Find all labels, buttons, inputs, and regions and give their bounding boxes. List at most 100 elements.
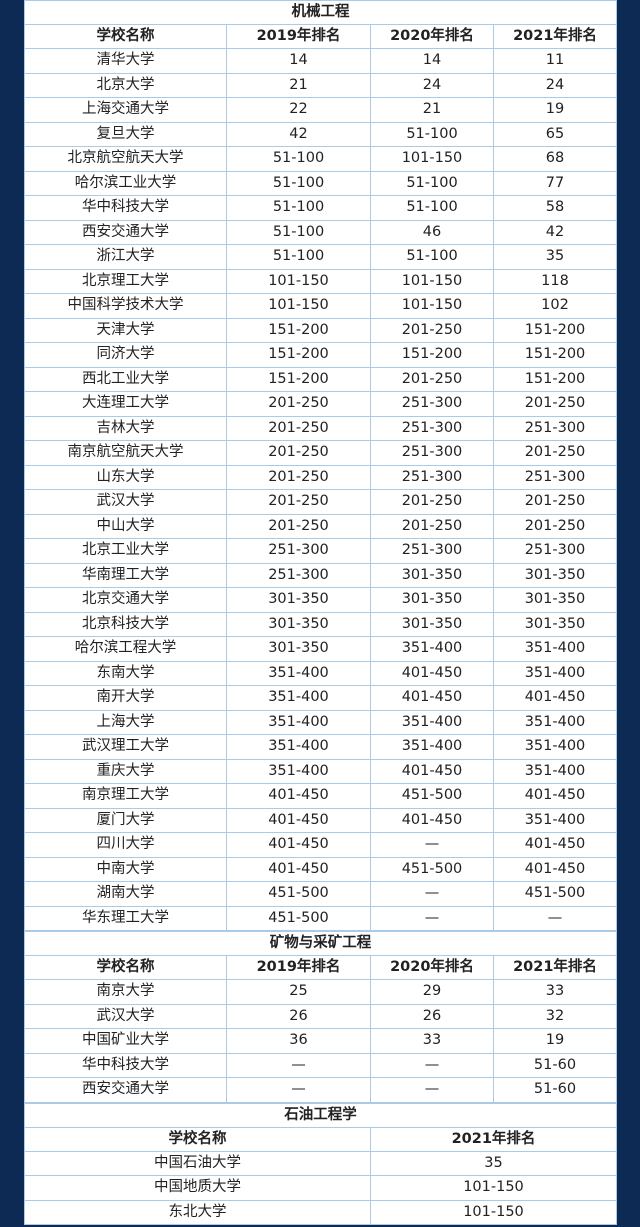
table-row: 北京航空航天大学 51-100 101-150 68 xyxy=(24,146,617,172)
rank-cell: 251-300 xyxy=(370,391,494,417)
table-row: 中国科学技术大学 101-150 101-150 102 xyxy=(24,293,617,319)
rank-cell: 201-250 xyxy=(226,489,371,515)
rank-cell: 401-450 xyxy=(370,807,494,833)
table-row: 东北大学 101-150 xyxy=(24,1199,617,1225)
table-title: 矿物与采矿工程 xyxy=(24,931,617,956)
rank-cell: 29 xyxy=(370,979,494,1005)
column-header: 学校名称 xyxy=(24,24,227,49)
school-name: 山东大学 xyxy=(24,464,227,490)
rank-cell: 301-350 xyxy=(493,587,617,613)
rank-cell: 25 xyxy=(226,979,371,1005)
table-row: 中南大学 401-450 451-500 401-450 xyxy=(24,856,617,882)
rank-cell: 401-450 xyxy=(493,832,617,858)
rank-cell: 201-250 xyxy=(226,415,371,441)
school-name: 中国石油大学 xyxy=(24,1150,371,1176)
school-name: 大连理工大学 xyxy=(24,391,227,417)
rank-cell: 51-100 xyxy=(370,244,494,270)
rank-cell: 51-100 xyxy=(370,195,494,221)
rank-cell: 19 xyxy=(493,97,617,123)
rank-cell: 102 xyxy=(493,293,617,319)
school-name: 哈尔滨工业大学 xyxy=(24,170,227,196)
rank-cell: 35 xyxy=(370,1150,617,1176)
school-name: 中山大学 xyxy=(24,513,227,539)
rank-cell: 301-350 xyxy=(493,611,617,637)
rank-cell: 451-500 xyxy=(226,881,371,907)
table-row: 北京工业大学 251-300 251-300 251-300 xyxy=(24,538,617,564)
rank-cell: 201-250 xyxy=(370,366,494,392)
rank-cell: 201-250 xyxy=(370,489,494,515)
rank-cell: 351-400 xyxy=(493,636,617,662)
table-title: 机械工程 xyxy=(24,0,617,25)
table-row: 北京交通大学 301-350 301-350 301-350 xyxy=(24,587,617,613)
table-row: 南京大学 25 29 33 xyxy=(24,979,617,1005)
table-row: 厦门大学 401-450 401-450 351-400 xyxy=(24,807,617,833)
rank-cell: 201-250 xyxy=(226,440,371,466)
rank-cell: 51-100 xyxy=(370,121,494,147)
rank-cell: 101-150 xyxy=(226,293,371,319)
table-row: 中国矿业大学 36 33 19 xyxy=(24,1028,617,1054)
school-name: 武汉大学 xyxy=(24,1003,227,1029)
rank-cell: 26 xyxy=(226,1003,371,1029)
rank-cell: 51-100 xyxy=(226,244,371,270)
table-row: 上海交通大学 22 21 19 xyxy=(24,97,617,123)
rank-cell: 201-250 xyxy=(226,464,371,490)
rank-cell: 101-150 xyxy=(370,268,494,294)
rank-cell: 401-450 xyxy=(493,856,617,882)
rank-cell: 451-500 xyxy=(370,783,494,809)
rank-cell: 151-200 xyxy=(493,342,617,368)
rank-cell: 51-100 xyxy=(226,146,371,172)
rank-cell: 101-150 xyxy=(370,146,494,172)
rank-cell: 22 xyxy=(226,97,371,123)
school-name: 北京交通大学 xyxy=(24,587,227,613)
school-name: 北京科技大学 xyxy=(24,611,227,637)
rank-cell: — xyxy=(370,1077,494,1103)
table-row: 西安交通大学 51-100 46 42 xyxy=(24,219,617,245)
table-row: 华东理工大学 451-500— — xyxy=(24,905,617,931)
table-row: 哈尔滨工程大学 301-350 351-400 351-400 xyxy=(24,636,617,662)
table-row: 大连理工大学 201-250 251-300 201-250 xyxy=(24,391,617,417)
table-row: 华中科技大学 — —51-60 xyxy=(24,1052,617,1078)
school-name: 天津大学 xyxy=(24,317,227,343)
rank-cell: 301-350 xyxy=(493,562,617,588)
rank-cell: 14 xyxy=(370,48,494,74)
rank-cell: 301-350 xyxy=(226,587,371,613)
rank-cell: 351-400 xyxy=(226,685,371,711)
school-name: 南京大学 xyxy=(24,979,227,1005)
table-row: 西北工业大学 151-200 201-250 151-200 xyxy=(24,366,617,392)
school-name: 哈尔滨工程大学 xyxy=(24,636,227,662)
school-name: 西安交通大学 xyxy=(24,1077,227,1103)
rank-cell: 151-200 xyxy=(226,342,371,368)
rank-cell: 51-60 xyxy=(493,1052,617,1078)
school-name: 北京理工大学 xyxy=(24,268,227,294)
table-row: 武汉大学 26 26 32 xyxy=(24,1003,617,1029)
rank-cell: 101-150 xyxy=(226,268,371,294)
table-row: 浙江大学 51-100 51-100 35 xyxy=(24,244,617,270)
rank-cell: 118 xyxy=(493,268,617,294)
school-name: 中国矿业大学 xyxy=(24,1028,227,1054)
rank-cell: 151-200 xyxy=(226,317,371,343)
rank-cell: 21 xyxy=(370,97,494,123)
table-row: 湖南大学 451-500—451-500 xyxy=(24,881,617,907)
school-name: 南京理工大学 xyxy=(24,783,227,809)
table-row: 西安交通大学 — —51-60 xyxy=(24,1077,617,1103)
rank-cell: 201-250 xyxy=(226,513,371,539)
rank-cell: 351-400 xyxy=(493,758,617,784)
rank-cell: — xyxy=(226,1052,371,1078)
school-name: 厦门大学 xyxy=(24,807,227,833)
table-row: 重庆大学 351-400 401-450 351-400 xyxy=(24,758,617,784)
rank-cell: — xyxy=(370,1052,494,1078)
school-name: 中国地质大学 xyxy=(24,1175,371,1201)
table-row: 华南理工大学 251-300 301-350 301-350 xyxy=(24,562,617,588)
rank-cell: 351-400 xyxy=(226,758,371,784)
rank-cell: 24 xyxy=(370,72,494,98)
table-row: 哈尔滨工业大学 51-100 51-100 77 xyxy=(24,170,617,196)
school-name: 四川大学 xyxy=(24,832,227,858)
rank-cell: 301-350 xyxy=(226,636,371,662)
school-name: 北京大学 xyxy=(24,72,227,98)
table-row: 南京理工大学 401-450 451-500 401-450 xyxy=(24,783,617,809)
rank-cell: 58 xyxy=(493,195,617,221)
rank-cell: 201-250 xyxy=(493,489,617,515)
rank-cell: 351-400 xyxy=(493,807,617,833)
rank-cell: 101-150 xyxy=(370,293,494,319)
table-petroleum-engineering: 石油工程学 学校名称 2021年排名 中国石油大学 35 中国地质大学 101-150 东北大… xyxy=(24,1102,617,1226)
